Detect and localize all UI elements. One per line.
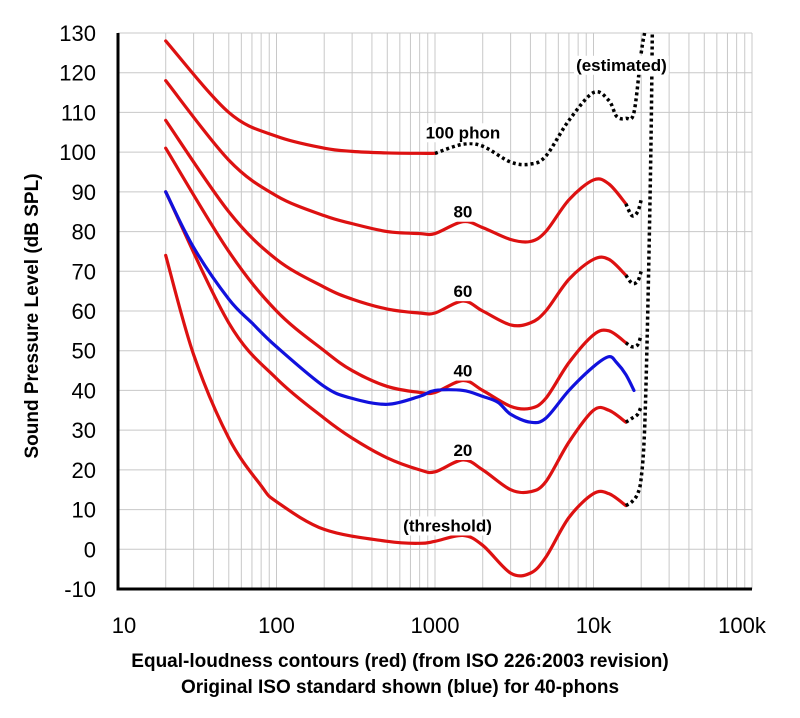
y-tick-label: 0 <box>84 537 96 562</box>
curve-label: 40 <box>453 362 472 381</box>
y-tick-label: 80 <box>72 220 96 245</box>
series-line-0 <box>164 253 628 578</box>
grid-lines <box>118 32 753 590</box>
y-tick-label: 20 <box>72 458 96 483</box>
series-line-7 <box>624 199 643 218</box>
y-tick-label: 40 <box>72 378 96 403</box>
series-line-11 <box>624 32 655 508</box>
y-tick-label: 100 <box>59 140 96 165</box>
y-tick-label: 60 <box>72 299 96 324</box>
curve-label-bg <box>451 202 475 222</box>
y-axis-title: Sound Pressure Level (dB SPL) <box>22 173 43 458</box>
curve-labels: (estimated) 100 phon 80 60 40 20 (threshold) <box>401 55 669 536</box>
curve-label-bg <box>451 441 475 460</box>
x-tick-labels: 10 100 1000 10k 100k <box>112 613 767 638</box>
curve-label-bg <box>451 282 475 302</box>
curve-label-bg <box>401 516 494 536</box>
y-tick-label: 10 <box>72 498 96 523</box>
curve-label: 20 <box>453 441 472 460</box>
series-line-8 <box>624 270 643 286</box>
x-tick-label: 10k <box>576 613 612 638</box>
x-axis-title: Equal-loudness contours (red) (from ISO … <box>131 651 668 672</box>
y-tick-label: 90 <box>72 180 96 205</box>
series-line-10 <box>624 405 643 424</box>
series-line-3 <box>164 118 628 328</box>
x-tick-label: 10 <box>112 613 136 638</box>
x-axis-subtitle: Original ISO standard shown (blue) for 4… <box>181 677 619 698</box>
y-tick-label: 30 <box>72 418 96 443</box>
curve-label-bg <box>451 361 475 381</box>
series-line-1 <box>164 190 628 495</box>
x-tick-label: 100 <box>258 613 295 638</box>
curve-label: 60 <box>453 282 472 301</box>
series-line-9 <box>624 334 643 349</box>
y-tick-label: 70 <box>72 259 96 284</box>
y-tick-label: 120 <box>59 61 96 86</box>
curve-label: (estimated) <box>576 56 667 75</box>
series-line-2 <box>164 146 628 411</box>
series-line-12 <box>164 190 636 425</box>
series-line-6 <box>434 32 647 167</box>
y-tick-label: 50 <box>72 339 96 364</box>
y-tick-label: -10 <box>64 577 96 602</box>
series-line-5 <box>164 39 437 155</box>
x-tick-label: 1000 <box>411 613 460 638</box>
y-tick-label: 130 <box>59 21 96 46</box>
curve-label-bg <box>574 55 669 75</box>
series-line-4 <box>164 79 628 244</box>
axes <box>116 33 752 591</box>
series-lines <box>164 32 655 578</box>
curve-label: (threshold) <box>403 516 492 535</box>
x-tick-label: 100k <box>718 613 767 638</box>
curve-label: 100 phon <box>426 123 501 142</box>
curve-label-bg <box>423 123 503 143</box>
curve-label: 80 <box>453 203 472 222</box>
y-tick-label: 110 <box>61 100 96 125</box>
